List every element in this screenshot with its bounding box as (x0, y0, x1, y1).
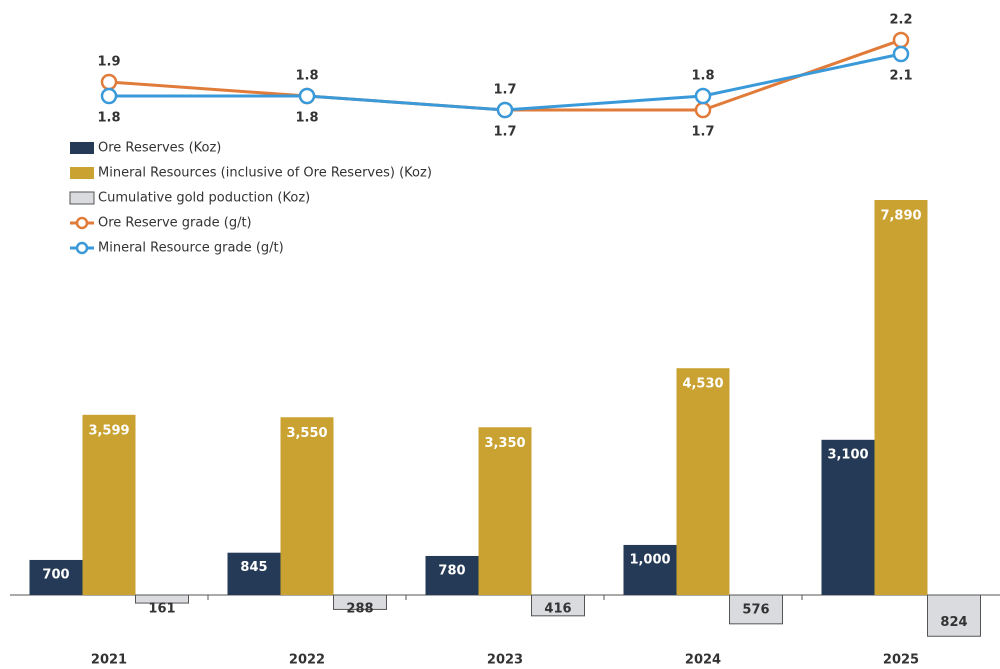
line-marker (100, 87, 118, 105)
data-label: 1.8 (691, 69, 714, 84)
data-label: 824 (940, 615, 967, 630)
data-label: 1.8 (295, 111, 318, 126)
bar (280, 417, 334, 595)
data-label: 700 (42, 567, 69, 582)
data-label: 1.8 (97, 111, 120, 126)
legend-swatch (70, 142, 94, 154)
legend-label: Mineral Resources (inclusive of Ore Rese… (98, 166, 432, 181)
line-marker (694, 87, 712, 105)
bar (227, 552, 281, 595)
legend-label: Mineral Resource grade (g/t) (98, 241, 284, 256)
x-tick-label: 2023 (487, 653, 523, 668)
data-label: 2.2 (889, 13, 912, 28)
x-tick-label: 2024 (685, 653, 721, 668)
bar (927, 594, 981, 637)
data-label: 1.7 (493, 125, 516, 140)
line-marker (298, 87, 316, 105)
bar (135, 594, 189, 604)
legend-swatch (70, 167, 94, 179)
legend-swatch (69, 191, 95, 205)
line-marker (496, 101, 514, 119)
data-label: 288 (346, 602, 373, 617)
bar (333, 594, 387, 610)
line-marker (694, 101, 712, 119)
data-label: 576 (742, 602, 769, 617)
data-label: 416 (544, 602, 571, 617)
x-tick-label: 2025 (883, 653, 919, 668)
line (108, 38, 902, 112)
bar (531, 594, 585, 617)
bar (729, 594, 783, 625)
bar (425, 555, 479, 595)
data-label: 1.9 (97, 55, 120, 70)
x-tick-label: 2022 (289, 653, 325, 668)
data-label: 1.8 (295, 69, 318, 84)
data-label: 1.7 (691, 125, 714, 140)
legend-swatch (75, 241, 89, 255)
bar (821, 439, 875, 595)
x-tick-label: 2021 (91, 653, 127, 668)
data-label: 3,100 (827, 447, 868, 462)
line-marker (892, 45, 910, 63)
data-label: 161 (148, 602, 175, 617)
data-label: 3,599 (88, 423, 129, 438)
data-label: 845 (240, 560, 267, 575)
bar (874, 200, 928, 595)
data-label: 1.7 (493, 83, 516, 98)
bar (478, 427, 532, 595)
bar (82, 414, 136, 595)
bar (29, 559, 83, 595)
data-label: 2.1 (889, 69, 912, 84)
legend-label: Cumulative gold poduction (Koz) (98, 191, 310, 206)
data-label: 780 (438, 563, 465, 578)
bar (623, 544, 677, 595)
legend-swatch (75, 216, 89, 230)
bar (676, 368, 730, 595)
data-label: 3,350 (484, 436, 525, 451)
data-label: 7,890 (880, 209, 921, 224)
data-label: 4,530 (682, 377, 723, 392)
data-label: 3,550 (286, 426, 327, 441)
line-marker (892, 31, 910, 49)
data-label: 1,000 (629, 552, 670, 567)
legend-label: Ore Reserve grade (g/t) (98, 216, 252, 231)
legend-label: Ore Reserves (Koz) (98, 141, 221, 156)
line-marker (100, 73, 118, 91)
